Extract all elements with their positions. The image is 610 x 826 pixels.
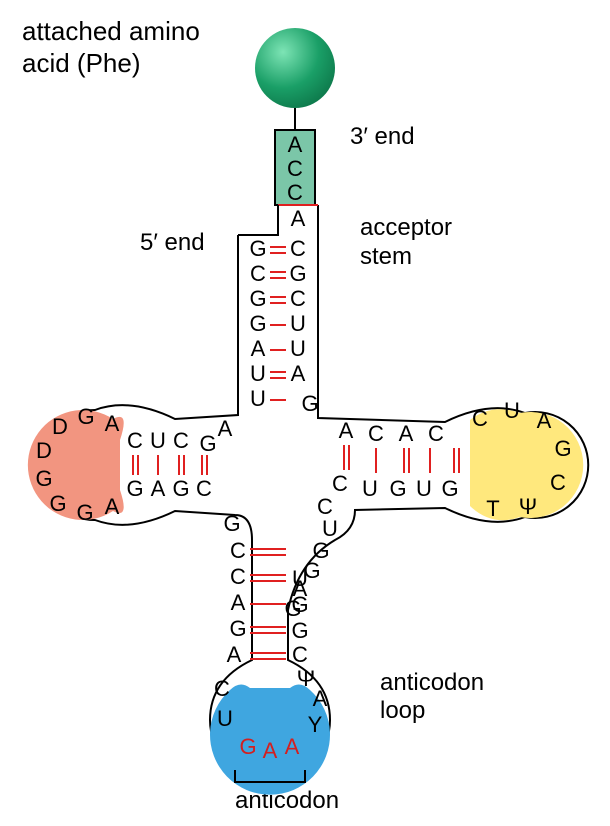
acl2: C <box>230 564 246 589</box>
dl2: D <box>52 414 68 439</box>
at2: A <box>285 734 300 759</box>
t-arm-top: A C A C <box>339 418 444 446</box>
label-amino-2: acid (Phe) <box>22 48 141 78</box>
asl-1: C <box>250 261 266 286</box>
asr-ext: G <box>301 391 318 416</box>
tab1: U <box>362 476 378 501</box>
acceptor-bonds <box>270 247 286 400</box>
acl0: G <box>223 511 240 536</box>
label-acceptor-2: stem <box>360 243 412 270</box>
dl4: G <box>35 466 52 491</box>
dl1: G <box>77 404 94 429</box>
label-acloop-1: anticodon <box>380 669 484 696</box>
asr-6: A <box>291 361 306 386</box>
acr0: G <box>291 618 308 643</box>
dab0: G <box>126 476 143 501</box>
acr3: C <box>292 642 308 667</box>
label-amino-1: attached amino <box>22 16 200 46</box>
tat4: C <box>428 421 444 446</box>
anticodon-triplet: G A A <box>239 734 299 763</box>
asr-1: C <box>290 236 306 261</box>
link-A: A <box>218 416 233 441</box>
t-arm-bot: C U G U G <box>332 471 459 501</box>
tat1: A <box>339 418 354 443</box>
tl3: G <box>554 436 571 461</box>
tl5: Ψ <box>519 494 537 519</box>
ac-arm-bonds <box>250 549 286 659</box>
dat0: C <box>127 428 143 453</box>
dab1: A <box>151 476 166 501</box>
asl-3: G <box>249 311 266 336</box>
ac-arm-left: G C C A G A <box>223 511 246 667</box>
tab0: C <box>332 471 348 496</box>
asl-2: G <box>249 286 266 311</box>
dat2: C <box>173 428 189 453</box>
asr-5: U <box>290 336 306 361</box>
tat3: A <box>399 421 414 446</box>
label-acloop-2: loop <box>380 697 425 724</box>
accR-0: A <box>291 206 306 231</box>
d-arm-bonds <box>133 455 207 475</box>
asr-4: U <box>290 311 306 336</box>
acr1: G <box>291 592 308 617</box>
acl3: A <box>231 590 246 615</box>
t-arm-bonds <box>344 445 459 473</box>
all1: U <box>217 706 233 731</box>
d-arm-bot: G A G C <box>126 476 212 501</box>
acceptor-box-outline <box>238 205 278 235</box>
label-acceptor-1: acceptor <box>360 214 452 241</box>
acceptor-left: G C G G A U U <box>249 236 266 411</box>
tl0: C <box>472 406 488 431</box>
acc-1: C <box>287 156 303 181</box>
asr-3: C <box>290 286 306 311</box>
tl6: T <box>486 496 499 521</box>
acl1: C <box>230 538 246 563</box>
dat3: G <box>199 431 216 456</box>
all0: C <box>214 676 230 701</box>
acl4: G <box>229 616 246 641</box>
tl1: U <box>504 398 520 423</box>
dl5: G <box>49 491 66 516</box>
asl-4: A <box>251 336 266 361</box>
dab2: G <box>172 476 189 501</box>
amino-acid-ball <box>255 28 335 108</box>
tab2: G <box>389 476 406 501</box>
tab4: G <box>441 476 458 501</box>
alr1: Y <box>308 712 323 737</box>
at1: A <box>263 738 278 763</box>
asl-5: U <box>250 361 266 386</box>
dl0: A <box>105 411 120 436</box>
dl7: A <box>105 494 120 519</box>
tl4: C <box>550 470 566 495</box>
acl5: A <box>227 642 242 667</box>
tl2: A <box>537 408 552 433</box>
acr2: U <box>292 566 308 591</box>
d-arm-top: C U C G <box>127 428 217 456</box>
acceptor-right: C G C U U A G <box>289 236 318 416</box>
label-3prime: 3′ end <box>350 123 415 150</box>
asr-2: G <box>289 261 306 286</box>
at0: G <box>239 734 256 759</box>
ac-arm-right: G G U C Ψ <box>291 566 315 691</box>
dl6: G <box>76 500 93 525</box>
dl3: D <box>36 438 52 463</box>
dab3: C <box>196 476 212 501</box>
acc-0: A <box>288 132 303 157</box>
tat2: C <box>368 421 384 446</box>
tab3: U <box>416 476 432 501</box>
alr0: A <box>313 686 328 711</box>
label-5prime: 5′ end <box>140 229 205 256</box>
asl-6: U <box>250 386 266 411</box>
dat1: U <box>150 428 166 453</box>
acc-2: C <box>287 180 303 205</box>
asl-0: G <box>249 236 266 261</box>
